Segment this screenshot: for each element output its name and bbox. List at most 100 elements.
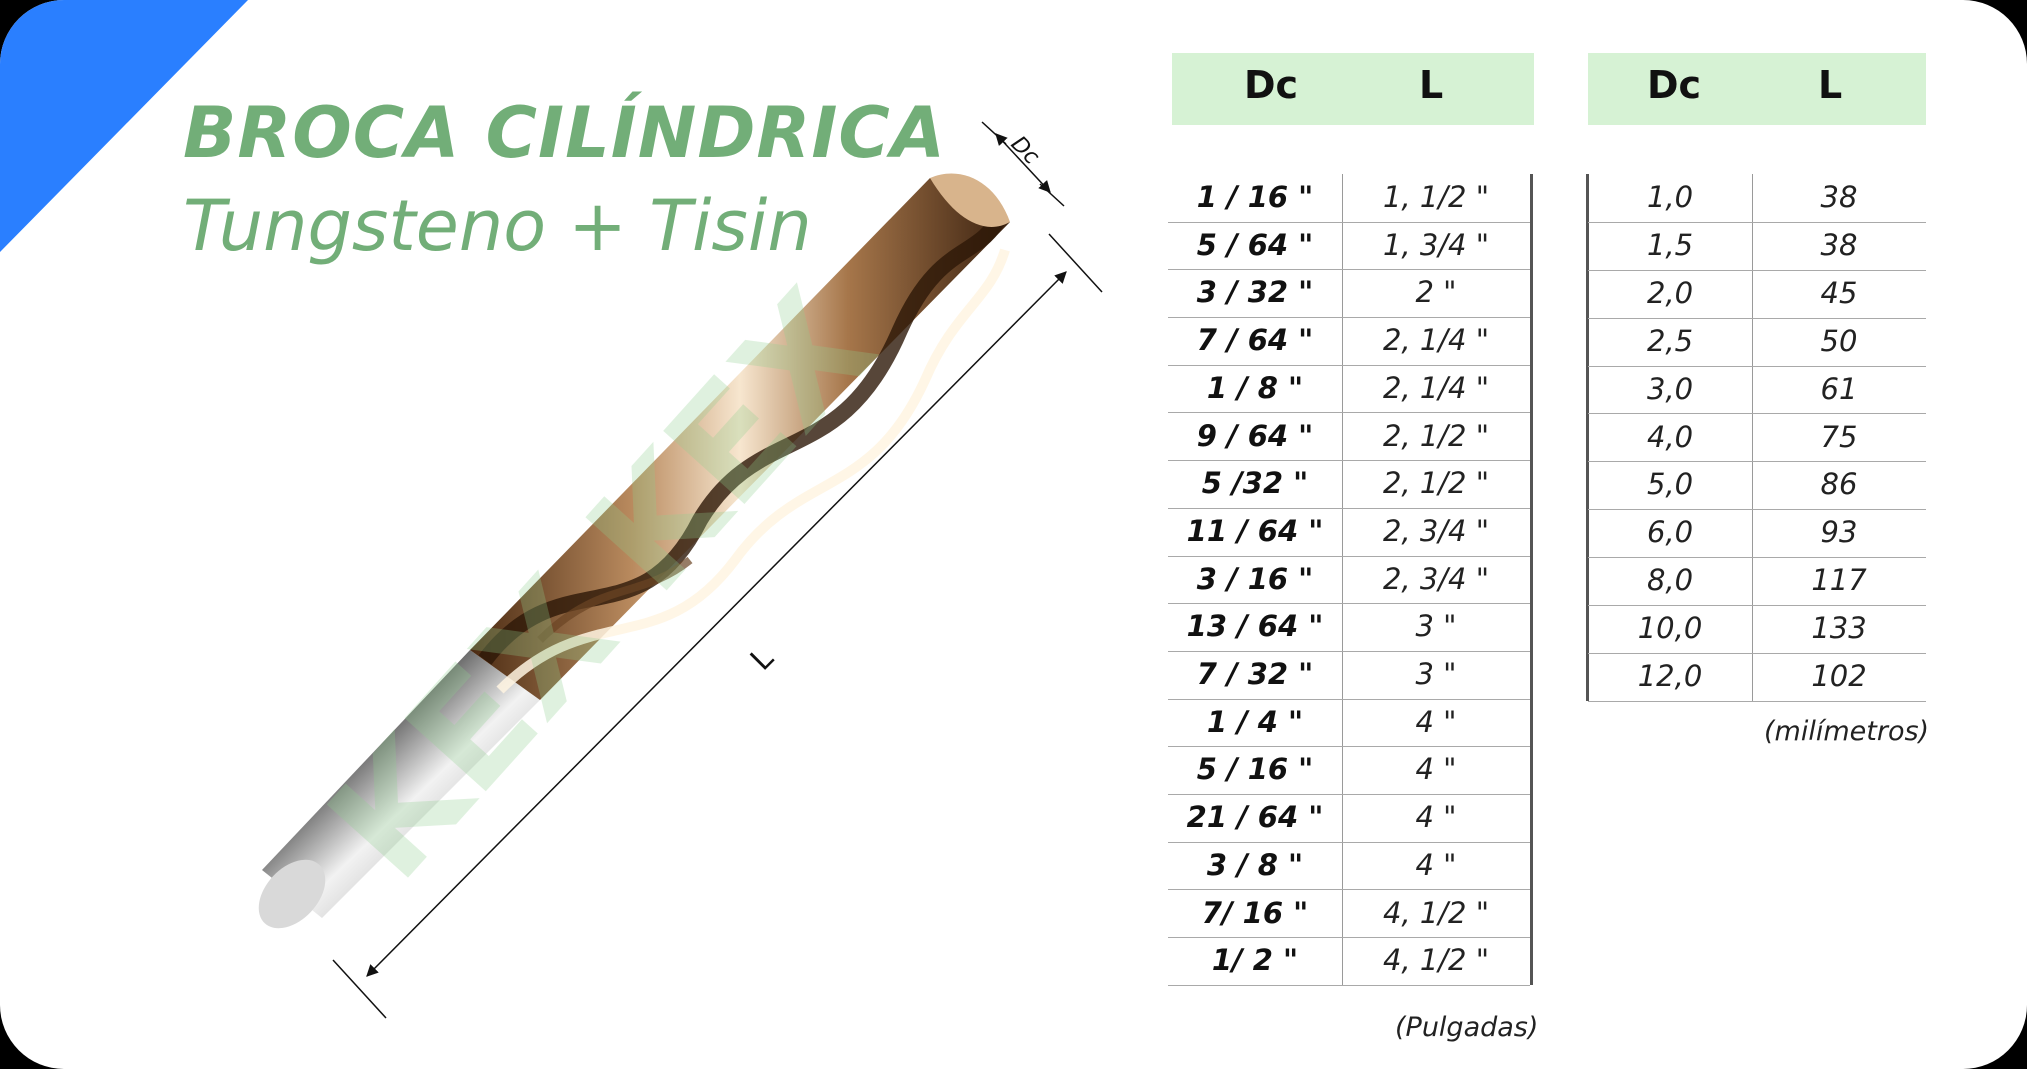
mm-row: 1,5 38 <box>1588 222 1926 271</box>
inch-unit-note: (Pulgadas) <box>1395 1012 1539 1043</box>
inch-l-cell: 2, 3/4 " <box>1382 513 1490 548</box>
mm-row: 3,0 61 <box>1588 366 1926 415</box>
mm-row: 5,0 86 <box>1588 461 1926 511</box>
mm-l-cell: 93 <box>1820 515 1858 550</box>
drill-diagram: KEX KEX L Dc <box>258 121 1103 1019</box>
inch-header-l: L <box>1419 63 1444 107</box>
inch-l-cell: 1, 3/4 " <box>1382 227 1490 262</box>
watermark-text: KEX KEX <box>296 260 908 912</box>
inch-row: 5 / 64 " 1, 3/4 " <box>1168 222 1530 271</box>
corner-accent <box>0 0 248 252</box>
inch-dc-cell: 1 / 16 " <box>1196 180 1314 214</box>
inch-l-cell: 4 " <box>1415 847 1457 882</box>
inch-row: 13 / 64 " 3 " <box>1168 603 1530 652</box>
inch-dc-cell: 3 / 32 " <box>1196 275 1314 310</box>
inch-l-cell: 4 " <box>1415 752 1457 787</box>
mm-dc-cell: 6,0 <box>1646 515 1694 550</box>
inch-row: 3 / 32 " 2 " <box>1168 269 1530 319</box>
diameter-dimension: Dc <box>981 121 1065 207</box>
inch-l-cell: 2 " <box>1415 275 1457 310</box>
mm-l-cell: 133 <box>1811 611 1867 646</box>
product-subtitle: Tungsteno + Tisin <box>183 185 812 267</box>
mm-l-cell: 38 <box>1820 180 1858 214</box>
mm-dc-cell: 1,0 <box>1646 180 1694 214</box>
inch-dc-cell: 9 / 64 " <box>1196 418 1314 453</box>
inch-l-cell: 1, 1/2 " <box>1382 180 1490 214</box>
inch-l-cell: 4 " <box>1415 800 1457 835</box>
mm-dc-cell: 3,0 <box>1646 371 1694 406</box>
inch-dc-cell: 7 / 64 " <box>1196 323 1314 358</box>
inch-row: 11 / 64 " 2, 3/4 " <box>1168 508 1530 557</box>
mm-dc-cell: 8,0 <box>1646 563 1694 598</box>
inch-table-right-border <box>1530 174 1533 985</box>
inch-row: 7/ 16 " 4, 1/2 " <box>1168 890 1530 939</box>
inch-l-cell: 4 " <box>1415 704 1457 739</box>
mm-row: 10,0 133 <box>1588 605 1926 654</box>
inch-l-cell: 2, 1/4 " <box>1382 370 1490 405</box>
inch-l-cell: 2, 1/4 " <box>1382 323 1490 358</box>
mm-dc-cell: 4,0 <box>1646 419 1694 454</box>
inch-dc-cell: 1 / 8 " <box>1206 370 1304 405</box>
inch-dc-cell: 1 / 4 " <box>1206 704 1304 739</box>
mm-table-header: Dc L <box>1588 53 1926 125</box>
inch-dc-cell: 11 / 64 " <box>1186 513 1324 548</box>
mm-l-cell: 50 <box>1820 323 1858 358</box>
diameter-label: Dc <box>1006 132 1044 170</box>
mm-dc-cell: 2,5 <box>1646 323 1694 358</box>
product-title: BROCA CILÍNDRICA <box>183 92 946 174</box>
inch-dc-cell: 3 / 16 " <box>1196 561 1314 596</box>
inch-row: 3 / 8 " 4 " <box>1168 842 1530 891</box>
inch-row: 7 / 64 " 2, 1/4 " <box>1168 317 1530 366</box>
mm-row: 2,0 45 <box>1588 270 1926 319</box>
mm-l-cell: 75 <box>1820 419 1858 454</box>
inch-row: 1 / 16 " 1, 1/2 " <box>1168 174 1530 223</box>
inch-row: 9 / 64 " 2, 1/2 " <box>1168 413 1530 462</box>
mm-header-l: L <box>1818 63 1843 107</box>
mm-row: 1,0 38 <box>1588 174 1926 223</box>
inch-col-divider <box>1342 174 1343 985</box>
mm-row: 4,0 75 <box>1588 414 1926 463</box>
mm-row: 6,0 93 <box>1588 509 1926 559</box>
mm-unit-note: (milímetros) <box>1764 716 1930 747</box>
length-label: L <box>744 641 781 678</box>
inch-row: 21 / 64 " 4 " <box>1168 794 1530 843</box>
mm-col-divider <box>1752 174 1753 701</box>
inch-dc-cell: 3 / 8 " <box>1206 847 1304 882</box>
mm-dc-cell: 12,0 <box>1637 659 1703 693</box>
mm-dc-cell: 10,0 <box>1637 611 1703 646</box>
inch-l-cell: 2, 3/4 " <box>1382 561 1490 596</box>
inch-row: 7 / 32 " 3 " <box>1168 651 1530 700</box>
inch-header-dc: Dc <box>1244 63 1299 107</box>
inch-dc-cell: 1/ 2 " <box>1211 943 1299 978</box>
mm-l-cell: 45 <box>1820 275 1858 310</box>
mm-l-cell: 102 <box>1811 659 1867 693</box>
inch-l-cell: 3 " <box>1415 657 1457 691</box>
inch-l-cell: 3 " <box>1415 609 1457 644</box>
mm-dc-cell: 2,0 <box>1646 275 1694 310</box>
inch-row: 5 /32 " 2, 1/2 " <box>1168 460 1530 509</box>
inch-dc-cell: 5 /32 " <box>1201 466 1309 501</box>
inch-row: 3 / 16 " 2, 3/4 " <box>1168 556 1530 605</box>
inch-dc-cell: 7/ 16 " <box>1201 895 1309 930</box>
inch-dc-cell: 21 / 64 " <box>1186 800 1324 835</box>
mm-dc-cell: 1,5 <box>1646 227 1694 262</box>
inch-l-cell: 4, 1/2 " <box>1382 895 1490 930</box>
mm-l-cell: 86 <box>1820 467 1858 502</box>
inch-dc-cell: 5 / 16 " <box>1196 752 1314 787</box>
mm-row: 12,0 102 <box>1588 653 1926 702</box>
inch-dc-cell: 13 / 64 " <box>1186 609 1324 644</box>
inch-row: 5 / 16 " 4 " <box>1168 746 1530 796</box>
mm-l-cell: 61 <box>1820 371 1858 406</box>
inch-dc-cell: 5 / 64 " <box>1196 227 1314 262</box>
mm-table-left-border <box>1586 174 1589 701</box>
inch-dc-cell: 7 / 32 " <box>1196 657 1314 691</box>
mm-row: 8,0 117 <box>1588 557 1926 607</box>
inch-l-cell: 2, 1/2 " <box>1382 418 1490 453</box>
mm-row: 2,5 50 <box>1588 318 1926 367</box>
inch-row: 1 / 8 " 2, 1/4 " <box>1168 365 1530 414</box>
mm-l-cell: 117 <box>1811 563 1867 598</box>
inch-row: 1/ 2 " 4, 1/2 " <box>1168 937 1530 986</box>
mm-header-dc: Dc <box>1647 63 1702 107</box>
inch-l-cell: 4, 1/2 " <box>1382 943 1490 978</box>
